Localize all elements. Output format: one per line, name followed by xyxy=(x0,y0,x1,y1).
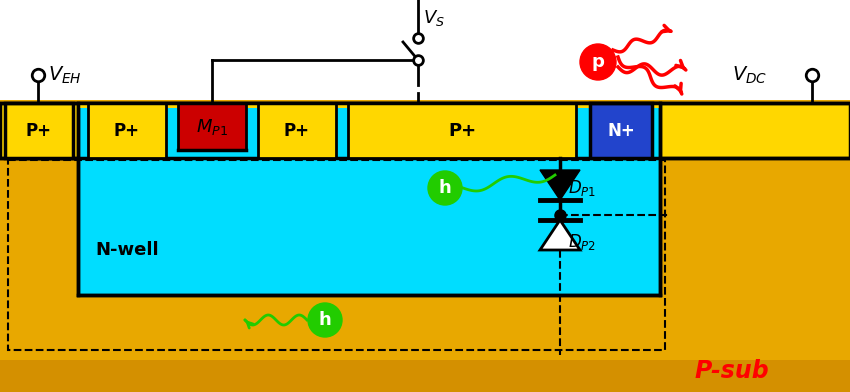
Text: N+: N+ xyxy=(607,122,635,140)
Text: h: h xyxy=(319,311,332,329)
Bar xyxy=(5,103,73,158)
Text: $D_{P2}$: $D_{P2}$ xyxy=(568,232,596,252)
Bar xyxy=(0,100,850,360)
Text: $V_{EH}$: $V_{EH}$ xyxy=(48,64,82,85)
Text: $D_{P1}$: $D_{P1}$ xyxy=(568,178,596,198)
Circle shape xyxy=(428,171,462,205)
Text: P+: P+ xyxy=(448,122,476,140)
Bar xyxy=(78,103,660,295)
Bar xyxy=(590,103,652,158)
Text: P-sub: P-sub xyxy=(695,359,769,383)
Bar xyxy=(88,103,166,158)
Text: h: h xyxy=(439,179,451,197)
Bar xyxy=(258,103,336,158)
Text: P+: P+ xyxy=(26,122,52,140)
Bar xyxy=(178,103,246,150)
Text: P+: P+ xyxy=(284,122,310,140)
Text: p: p xyxy=(592,53,604,71)
Circle shape xyxy=(580,44,616,80)
Bar xyxy=(78,103,660,108)
Text: P+: P+ xyxy=(114,122,140,140)
Circle shape xyxy=(308,303,342,337)
Text: $V_{DC}$: $V_{DC}$ xyxy=(732,64,768,85)
Polygon shape xyxy=(540,170,580,200)
Text: $M_{P1}$: $M_{P1}$ xyxy=(196,116,228,136)
Bar xyxy=(348,103,576,158)
Text: N-well: N-well xyxy=(95,241,159,259)
Text: $V_S$: $V_S$ xyxy=(423,8,445,28)
Bar xyxy=(8,160,665,350)
Bar xyxy=(0,100,850,392)
Bar xyxy=(0,103,850,158)
Polygon shape xyxy=(540,220,580,250)
